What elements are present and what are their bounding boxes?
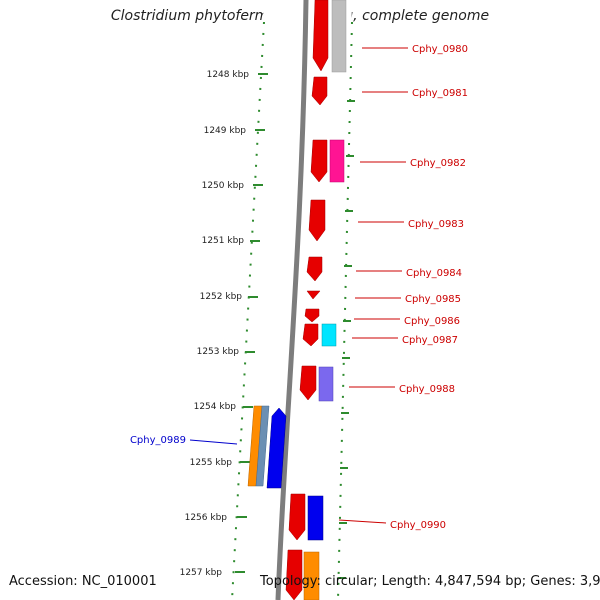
gene-arrow-cphy-0989[interactable] [266, 407, 287, 489]
genome-backbone [275, 0, 309, 600]
scale-tick: 1252 kbp [200, 292, 258, 302]
scale-tick-label: 1250 kbp [202, 181, 245, 191]
gene-label[interactable]: Cphy_0982 [410, 158, 466, 169]
scale-tick-label: 1255 kbp [190, 458, 233, 468]
gene-label[interactable]: Cphy_0989 [130, 435, 186, 446]
accession-text: Accession: NC_010001 [9, 574, 157, 589]
gene-arrow-partial[interactable] [285, 549, 303, 600]
cog-block-slateblue [318, 366, 334, 402]
gene-arrow-cphy-0987[interactable] [302, 323, 319, 347]
scale-tick: 1248 kbp [207, 70, 268, 80]
scale-tick: 1253 kbp [197, 347, 255, 357]
gene-label[interactable]: Cphy_0986 [404, 316, 460, 327]
gene-label[interactable]: Cphy_0990 [390, 520, 446, 531]
scale-tick: 1249 kbp [204, 126, 265, 136]
scale-tick-label: 1251 kbp [202, 236, 245, 246]
cog-block-orange-bottom [303, 551, 320, 600]
cog-block-cyan [321, 323, 337, 347]
gene-arrow-cphy-0980[interactable] [312, 0, 329, 72]
gene-label[interactable]: Cphy_0983 [408, 219, 464, 230]
cog-block-steelblue [255, 405, 270, 487]
scale-tick-label: 1257 kbp [180, 568, 223, 578]
scale-tick-label: 1248 kbp [207, 70, 250, 80]
genome-summary-text: Topology: circular; Length: 4,847,594 bp… [260, 574, 600, 589]
gene-label[interactable]: Cphy_0987 [402, 335, 458, 346]
cog-block-magenta [329, 139, 345, 183]
scale-tick: 1254 kbp [194, 402, 253, 412]
gene-arrow-cphy-0985[interactable] [306, 290, 321, 300]
scale-tick-label: 1256 kbp [185, 513, 228, 523]
gene-label[interactable]: Cphy_0985 [405, 294, 461, 305]
cog-block-gray [331, 0, 347, 73]
scale-tick-label: 1249 kbp [204, 126, 247, 136]
gene-label[interactable]: Cphy_0980 [412, 44, 468, 55]
label-leaders [189, 47, 408, 524]
scale-tick: 1256 kbp [185, 513, 247, 523]
scale-tick: 1251 kbp [202, 236, 260, 246]
gene-arrow-cphy-0983[interactable] [308, 199, 326, 242]
gene-arrow-cphy-0988[interactable] [299, 365, 317, 401]
scale-tick-label: 1253 kbp [197, 347, 240, 357]
gene-arrow-cphy-0982[interactable] [310, 139, 328, 183]
gene-arrow-cphy-0984[interactable] [306, 256, 323, 282]
gene-label[interactable]: Cphy_0981 [412, 88, 468, 99]
scale-tick: 1257 kbp [180, 568, 245, 578]
scale-tick: 1255 kbp [190, 458, 250, 468]
scale-tick-label: 1252 kbp [200, 292, 243, 302]
gene-label[interactable]: Cphy_0988 [399, 384, 455, 395]
gene-arrow-cphy-0986[interactable] [304, 308, 320, 323]
scale-tick: 1250 kbp [202, 181, 263, 191]
gene-arrow-cphy-0990[interactable] [288, 493, 306, 541]
gene-label[interactable]: Cphy_0984 [406, 268, 462, 279]
right-scale-ticks [338, 100, 355, 579]
scale-tick-label: 1254 kbp [194, 402, 237, 412]
gene-arrow-cphy-0981[interactable] [311, 76, 328, 106]
cog-block-blue [307, 495, 324, 541]
